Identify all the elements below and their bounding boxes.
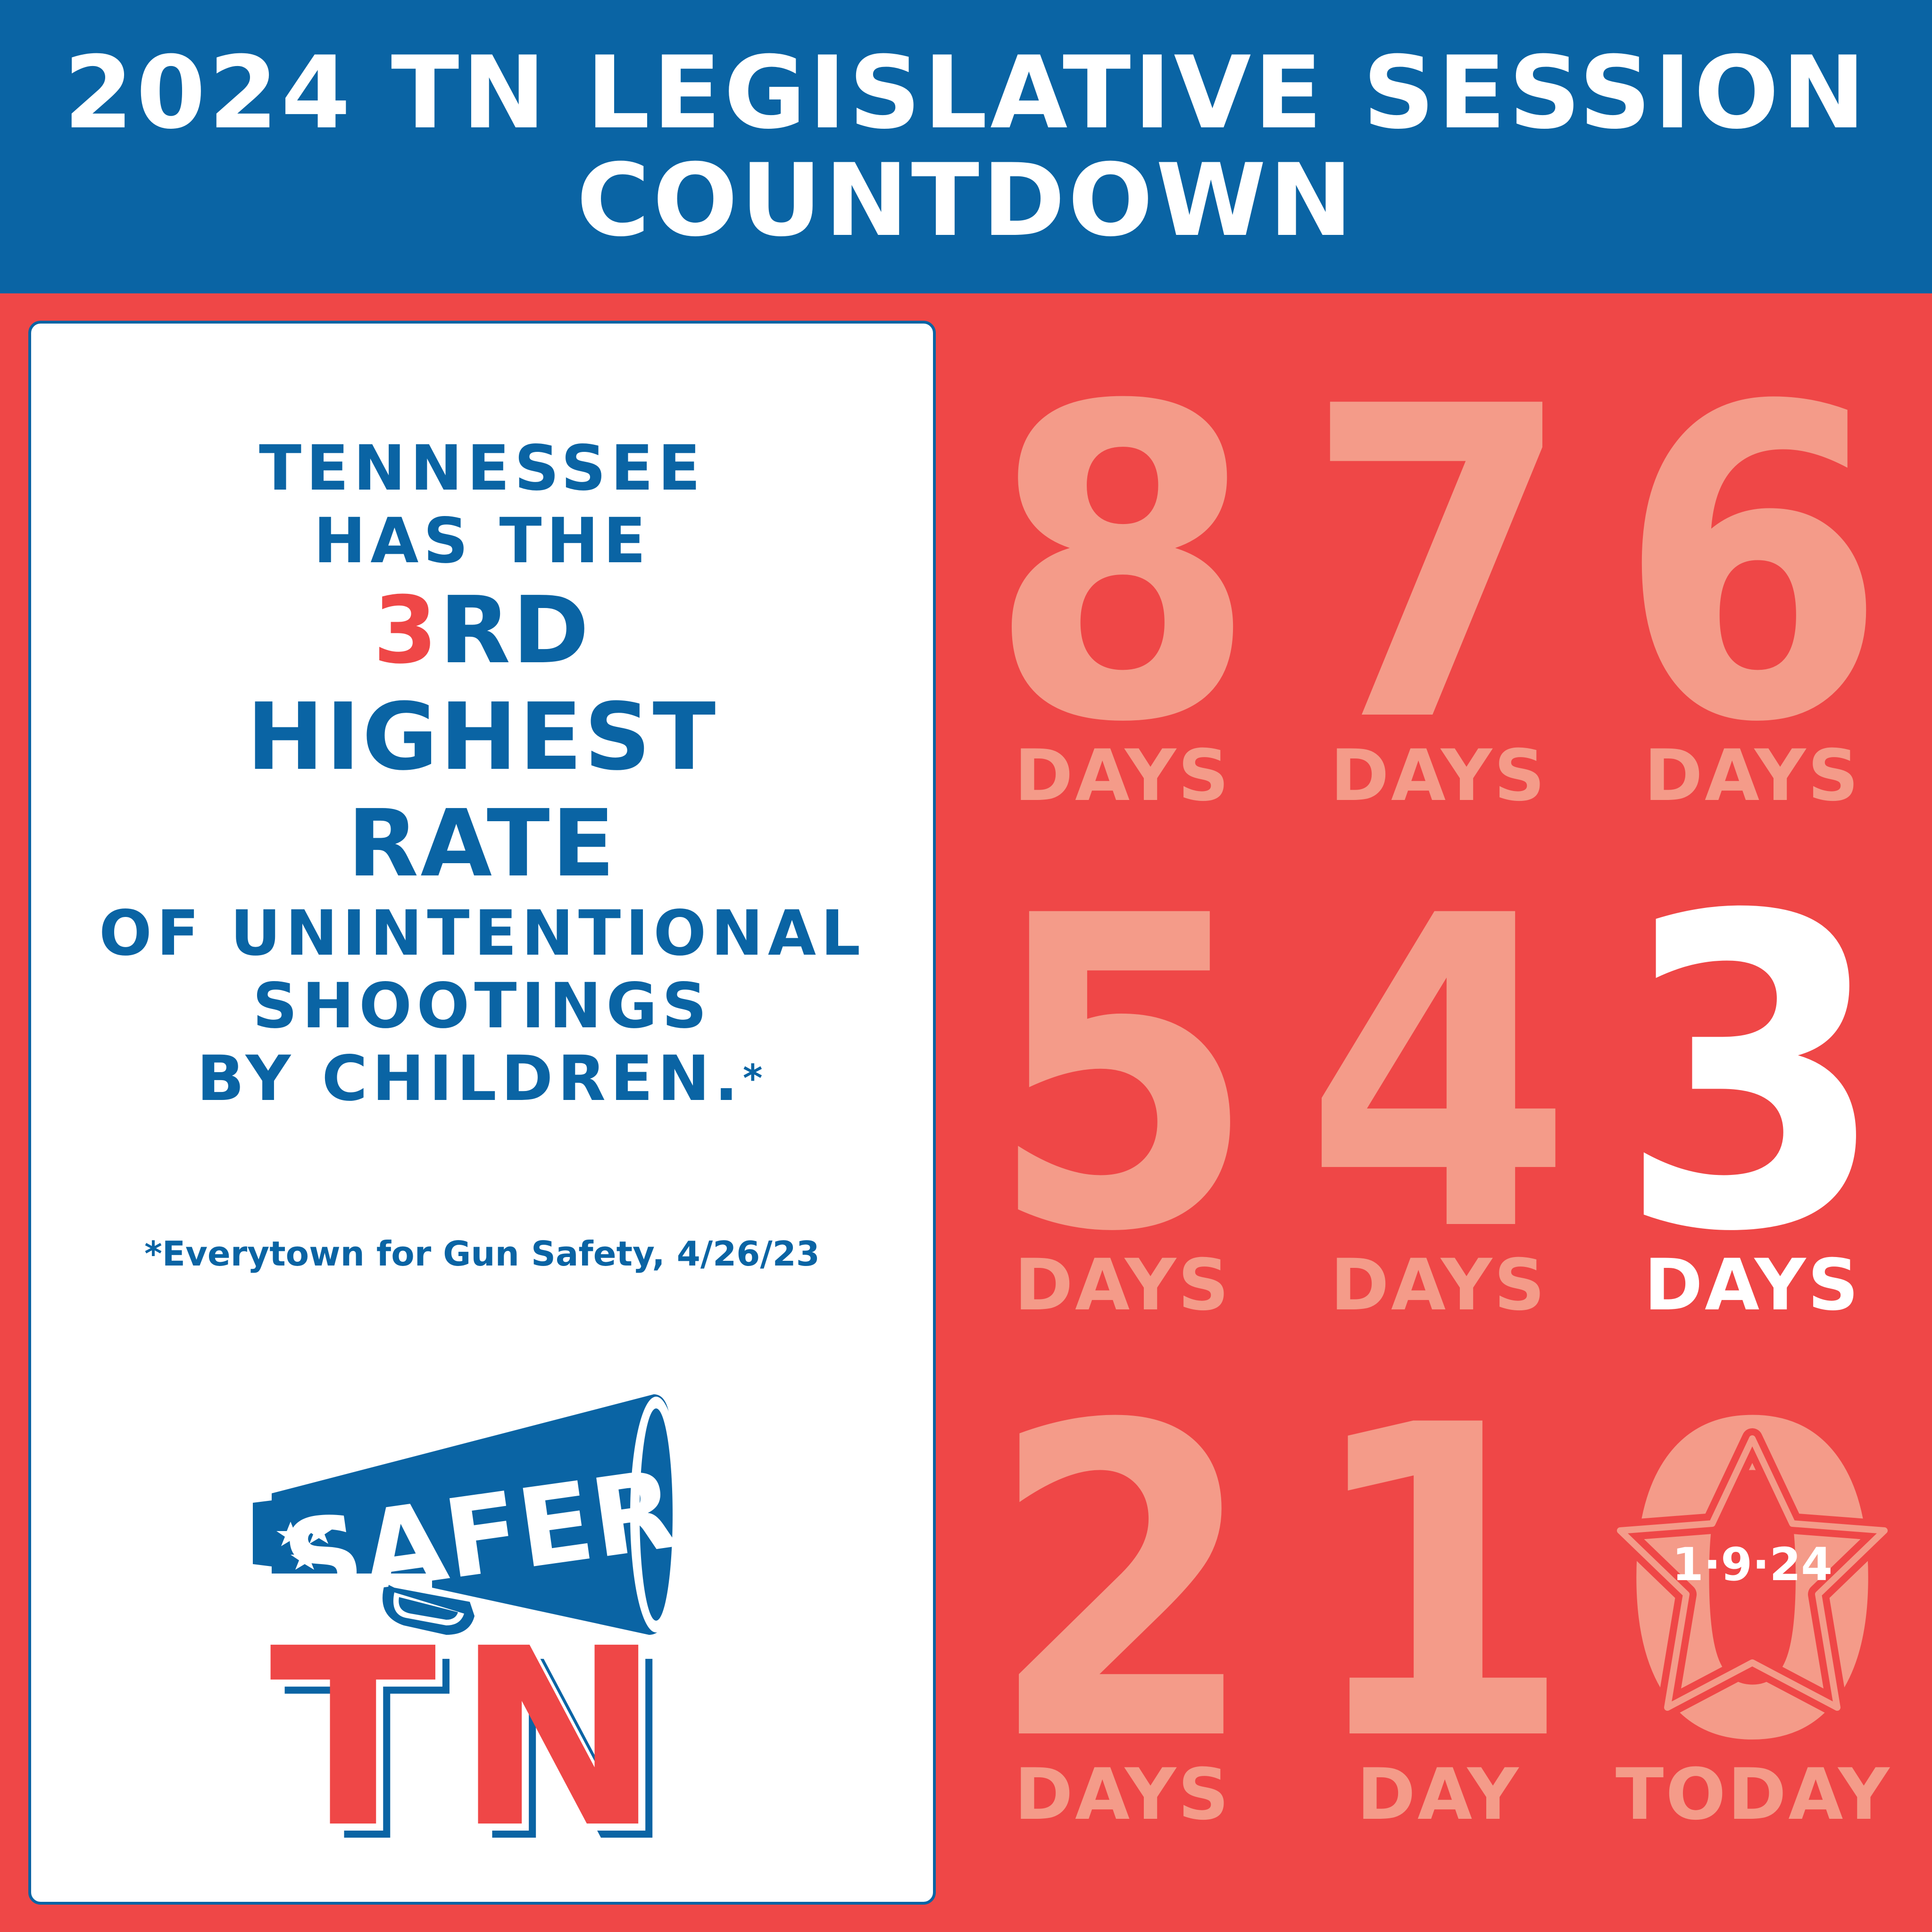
by-children-text: BY CHILDREN.	[197, 1042, 743, 1115]
countdown-number: 7	[1304, 316, 1573, 816]
countdown-label: DAYS	[1330, 735, 1547, 817]
countdown-label: DAYS	[1330, 1244, 1547, 1326]
final-date-text: 1·9·24	[1672, 1538, 1832, 1591]
megaphone-icon	[253, 1394, 682, 1635]
countdown-label: DAYS	[1014, 1244, 1231, 1326]
logo-tn-shadow: TN	[283, 1610, 694, 1857]
rank-suffix: RD	[439, 577, 591, 684]
countdown-label: DAYS	[1014, 735, 1231, 817]
countdown-label: DAYS	[1014, 1754, 1231, 1836]
fact-text: TENNESSEE HAS THE 3RD HIGHEST RATE OF UN…	[31, 432, 933, 1115]
header-title-line2: COUNTDOWN	[576, 142, 1356, 258]
header-title-line1: 2024 TN LEGISLATIVE SESSION	[64, 34, 1868, 151]
header-banner: 2024 TN LEGISLATIVE SESSION COUNTDOWN	[0, 0, 1932, 293]
fact-line-rank: 3RD	[31, 577, 933, 684]
countdown-label: TODAY	[1616, 1754, 1891, 1836]
countdown-number: 1	[1304, 1335, 1573, 1835]
logo-tn-outline: TN	[276, 1603, 687, 1857]
fact-line-shootings: SHOOTINGS	[252, 970, 712, 1042]
logo-tn-text: TN	[269, 1596, 680, 1857]
fact-line-rate: RATE	[347, 790, 617, 898]
source-citation: *Everytown for Gun Safety, 4/26/23	[144, 1234, 820, 1274]
countdown-number: 5	[988, 825, 1257, 1325]
fact-line-by-children: BY CHILDREN.*	[31, 1042, 933, 1115]
footnote-asterisk: *	[742, 1057, 767, 1100]
countdown-label: DAYS	[1644, 735, 1861, 817]
fact-line-unintentional: OF UNINTENTIONAL	[99, 897, 866, 970]
fact-line-has-the: HAS THE	[313, 505, 651, 577]
countdown-number: 2	[988, 1335, 1257, 1835]
rank-number: 3	[373, 577, 440, 684]
countdown-number: 8	[988, 316, 1257, 816]
countdown-label: DAY	[1357, 1754, 1521, 1836]
fact-line-tennessee: TENNESSEE	[259, 432, 705, 505]
countdown-number: 6	[1618, 316, 1887, 816]
fact-card: TENNESSEE HAS THE 3RD HIGHEST RATE OF UN…	[28, 321, 936, 1905]
countdown-label: DAYS	[1644, 1244, 1861, 1326]
fact-line-highest: HIGHEST	[246, 683, 718, 791]
safer-tn-logo: SAFER TN TN TN	[253, 1394, 694, 1857]
star-icon: 1·9·24	[1610, 1428, 1895, 1718]
countdown-number: 3	[1618, 825, 1887, 1325]
countdown-number: 4	[1304, 825, 1573, 1325]
